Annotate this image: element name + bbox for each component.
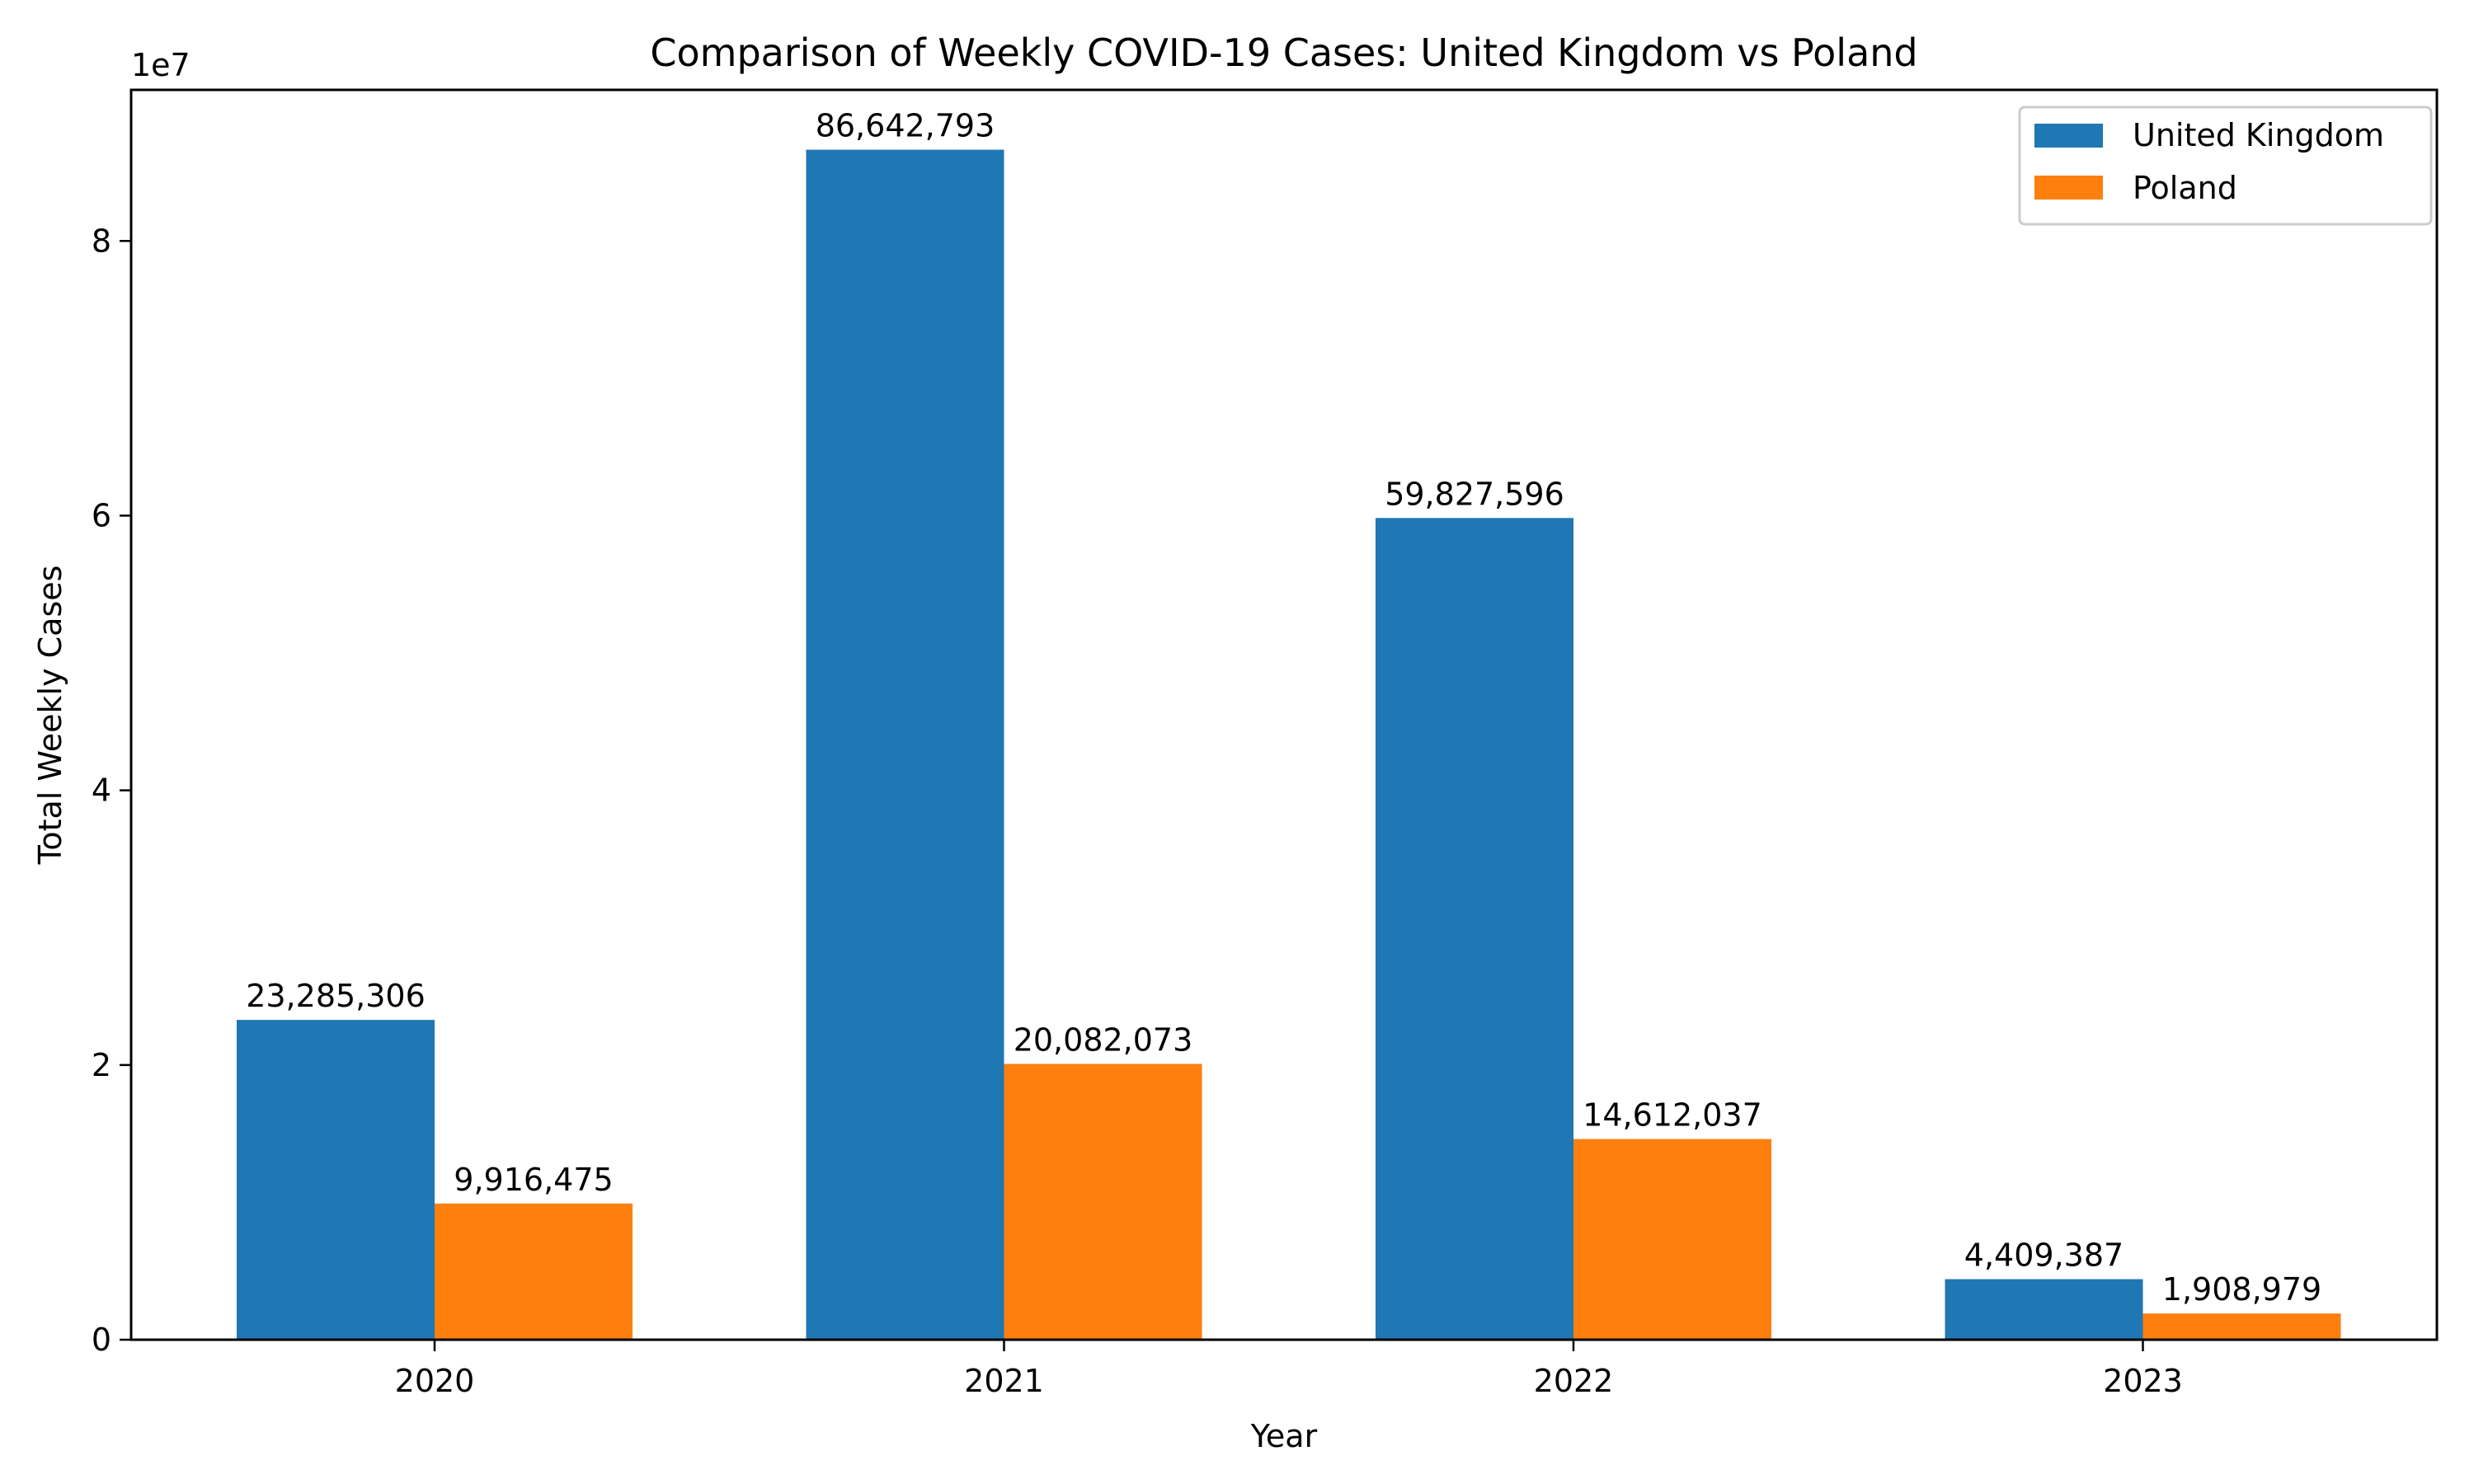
y-axis-ticks: 0 2 4 6 8	[92, 223, 131, 1358]
bar-united-kingdom-2023	[1945, 1279, 2143, 1340]
data-label-poland-2022: 14,612,037	[1583, 1097, 1762, 1134]
data-label-poland-2020: 9,916,475	[454, 1162, 613, 1198]
data-label-united-kingdom-2021: 86,642,793	[816, 108, 995, 144]
bar-poland-2022	[1573, 1139, 1771, 1340]
legend-swatch-united-kingdom	[2034, 124, 2103, 148]
x-tick-label-2022: 2022	[1534, 1363, 1614, 1399]
y-tick-label-0: 0	[92, 1322, 111, 1358]
y-axis-offset-label: 1e7	[131, 47, 190, 83]
legend: United Kingdom Poland	[2018, 106, 2433, 226]
legend-label-poland: Poland	[2133, 170, 2237, 206]
data-label-united-kingdom-2023: 4,409,387	[1964, 1237, 2124, 1274]
x-axis-label: Year	[1250, 1418, 1318, 1454]
data-label-poland-2023: 1,908,979	[2162, 1271, 2321, 1308]
bar-poland-2020	[435, 1203, 633, 1340]
bar-united-kingdom-2021	[806, 149, 1004, 1341]
y-tick-label-4: 4	[92, 773, 111, 809]
data-label-united-kingdom-2020: 23,285,306	[246, 978, 426, 1014]
legend-label-united-kingdom: United Kingdom	[2133, 117, 2384, 153]
chart-title: Comparison of Weekly COVID-19 Cases: Uni…	[650, 31, 1917, 75]
y-tick-label-8: 8	[92, 223, 111, 259]
legend-frame	[2018, 106, 2433, 226]
data-label-united-kingdom-2022: 59,827,596	[1385, 476, 1564, 512]
bar-poland-2021	[1004, 1064, 1202, 1340]
y-tick-label-6: 6	[92, 497, 111, 533]
bars-group	[237, 149, 2341, 1341]
x-tick-label-2021: 2021	[964, 1363, 1044, 1399]
data-labels-group: 23,285,306 9,916,475 86,642,793 20,082,073 5…	[246, 108, 2321, 1308]
data-label-poland-2021: 20,082,073	[1014, 1021, 1193, 1058]
x-tick-label-2020: 2020	[395, 1363, 475, 1399]
legend-swatch-poland	[2034, 176, 2103, 200]
y-tick-label-2: 2	[92, 1047, 111, 1083]
bar-united-kingdom-2022	[1376, 518, 1573, 1340]
axes-frame	[129, 88, 2439, 1341]
bar-poland-2023	[2142, 1313, 2341, 1340]
x-axis-ticks: 2020 2021 2022 2023	[395, 1340, 2183, 1399]
x-tick-label-2023: 2023	[2103, 1363, 2183, 1399]
y-axis-label: Total Weekly Cases	[32, 566, 68, 866]
bar-united-kingdom-2020	[237, 1020, 435, 1340]
